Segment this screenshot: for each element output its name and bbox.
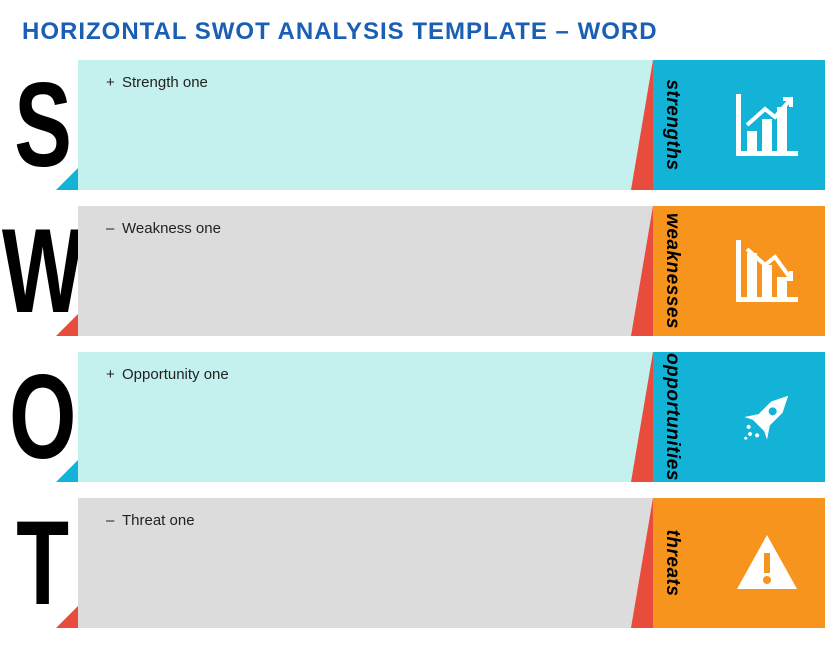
triangle-t <box>56 604 80 628</box>
bullet-w: – <box>106 220 122 237</box>
bullet-s: + <box>106 74 122 91</box>
label-weaknesses: weaknesses <box>661 213 683 329</box>
bullet-t: – <box>106 512 122 529</box>
rocket-icon <box>731 381 803 453</box>
chart-up-icon <box>731 89 803 161</box>
panel-weaknesses: – Weakness one <box>78 206 653 336</box>
label-opportunities: opportunities <box>661 353 683 481</box>
panel-strengths: + Strength one <box>78 60 653 190</box>
chart-down-icon <box>731 235 803 307</box>
panel-threats: – Threat one <box>78 498 653 628</box>
rightblock-opportunities: opportunities <box>653 352 825 482</box>
page-title: HORIZONTAL SWOT ANALYSIS TEMPLATE – WORD <box>0 0 825 60</box>
letter-col-o: O <box>8 352 78 482</box>
triangle-s <box>56 166 80 190</box>
content-weaknesses: Weakness one <box>122 220 221 237</box>
rightblock-threats: threats <box>653 498 825 628</box>
label-threats: threats <box>661 530 683 597</box>
content-threats: Threat one <box>122 512 195 529</box>
triangle-o <box>56 458 80 482</box>
diag-strip-s <box>631 60 653 190</box>
diag-strip-w <box>631 206 653 336</box>
label-strengths: strengths <box>661 79 683 170</box>
row-threats: T – Threat one threats <box>8 498 825 628</box>
bullet-o: + <box>106 366 122 383</box>
row-weaknesses: W – Weakness one weaknesses <box>8 206 825 336</box>
swot-rows: S + Strength one strengths <box>0 60 825 628</box>
warning-icon <box>731 527 803 599</box>
content-opportunities: Opportunity one <box>122 366 229 383</box>
content-strengths: Strength one <box>122 74 208 91</box>
row-strengths: S + Strength one strengths <box>8 60 825 190</box>
row-opportunities: O + Opportunity one opportunities <box>8 352 825 482</box>
diag-strip-t <box>631 498 653 628</box>
panel-opportunities: + Opportunity one <box>78 352 653 482</box>
rightblock-weaknesses: weaknesses <box>653 206 825 336</box>
letter-col-s: S <box>8 60 78 190</box>
triangle-w <box>56 312 80 336</box>
diag-strip-o <box>631 352 653 482</box>
rightblock-strengths: strengths <box>653 60 825 190</box>
letter-col-w: W <box>8 206 78 336</box>
letter-col-t: T <box>8 498 78 628</box>
